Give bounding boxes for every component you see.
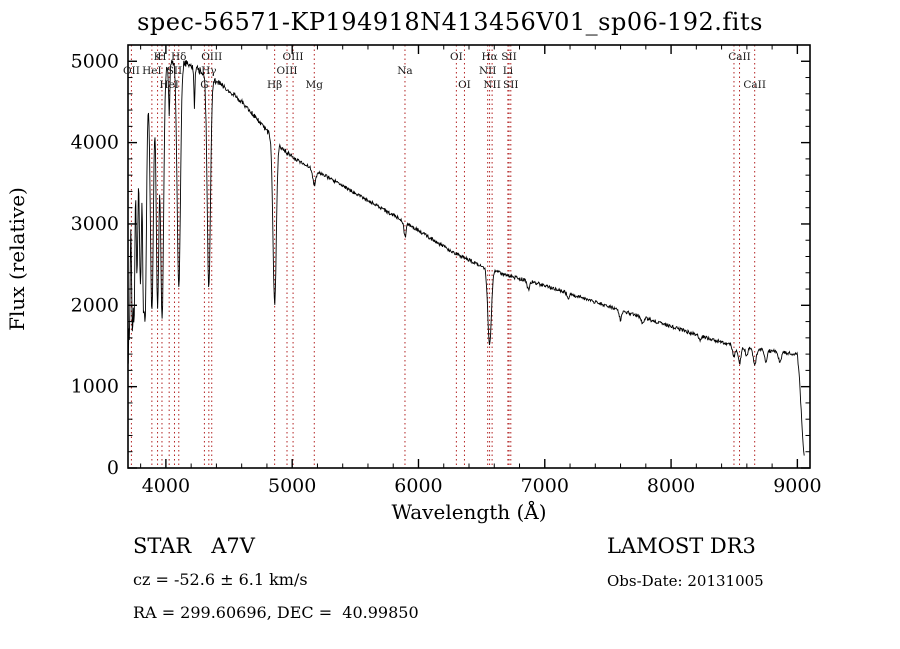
y-axis-label: Flux (relative): [5, 187, 29, 331]
svg-text:CaII: CaII: [743, 79, 766, 91]
annotation-coordinates: RA = 299.60696, DEC = 40.99850: [133, 603, 419, 622]
svg-text:4000: 4000: [71, 132, 119, 154]
svg-text:Hβ: Hβ: [267, 79, 282, 91]
svg-text:OIII: OIII: [201, 51, 222, 63]
svg-text:1000: 1000: [71, 376, 119, 398]
annotation-survey: LAMOST DR3: [607, 534, 756, 558]
svg-text:8000: 8000: [647, 475, 695, 497]
svg-text:NII: NII: [483, 79, 500, 91]
svg-text:H: H: [157, 51, 166, 63]
svg-text:2000: 2000: [71, 294, 119, 316]
svg-text:HeI: HeI: [159, 79, 179, 91]
annotation-object-class: STAR A7V: [133, 534, 255, 558]
svg-text:G: G: [200, 79, 208, 91]
svg-text:Na: Na: [397, 65, 412, 77]
svg-text:SII: SII: [501, 51, 517, 63]
svg-text:OI: OI: [450, 51, 463, 63]
svg-text:Hγ: Hγ: [201, 65, 216, 77]
svg-text:Hα: Hα: [481, 51, 497, 63]
svg-text:9000: 9000: [773, 475, 821, 497]
svg-text:K: K: [154, 51, 162, 63]
svg-text:4000: 4000: [142, 475, 190, 497]
svg-text:3000: 3000: [71, 213, 119, 235]
svg-text:5000: 5000: [268, 475, 316, 497]
svg-text:7000: 7000: [521, 475, 569, 497]
svg-text:OIII: OIII: [276, 65, 297, 77]
svg-text:Mg: Mg: [306, 79, 324, 91]
svg-text:5000: 5000: [71, 50, 119, 72]
svg-text:OI: OI: [458, 79, 471, 91]
annotation-obs-date: Obs-Date: 20131005: [607, 572, 764, 590]
annotation-cz-velocity: cz = -52.6 ± 6.1 km/s: [133, 570, 308, 589]
svg-text:0: 0: [107, 457, 119, 479]
svg-text:Li: Li: [503, 65, 514, 77]
svg-text:CaII: CaII: [728, 51, 751, 63]
x-axis-label: Wavelength (Å): [391, 500, 547, 524]
svg-text:OIII: OIII: [283, 51, 304, 63]
svg-text:NII: NII: [479, 65, 496, 77]
svg-text:HeI: HeI: [142, 65, 162, 77]
svg-text:Hδ: Hδ: [171, 51, 186, 63]
svg-text:6000: 6000: [394, 475, 442, 497]
svg-text:SII: SII: [167, 65, 183, 77]
svg-text:SII: SII: [503, 79, 519, 91]
plot-title: spec-56571-KP194918N413456V01_sp06-192.f…: [137, 8, 763, 36]
svg-text:OII: OII: [123, 65, 140, 77]
